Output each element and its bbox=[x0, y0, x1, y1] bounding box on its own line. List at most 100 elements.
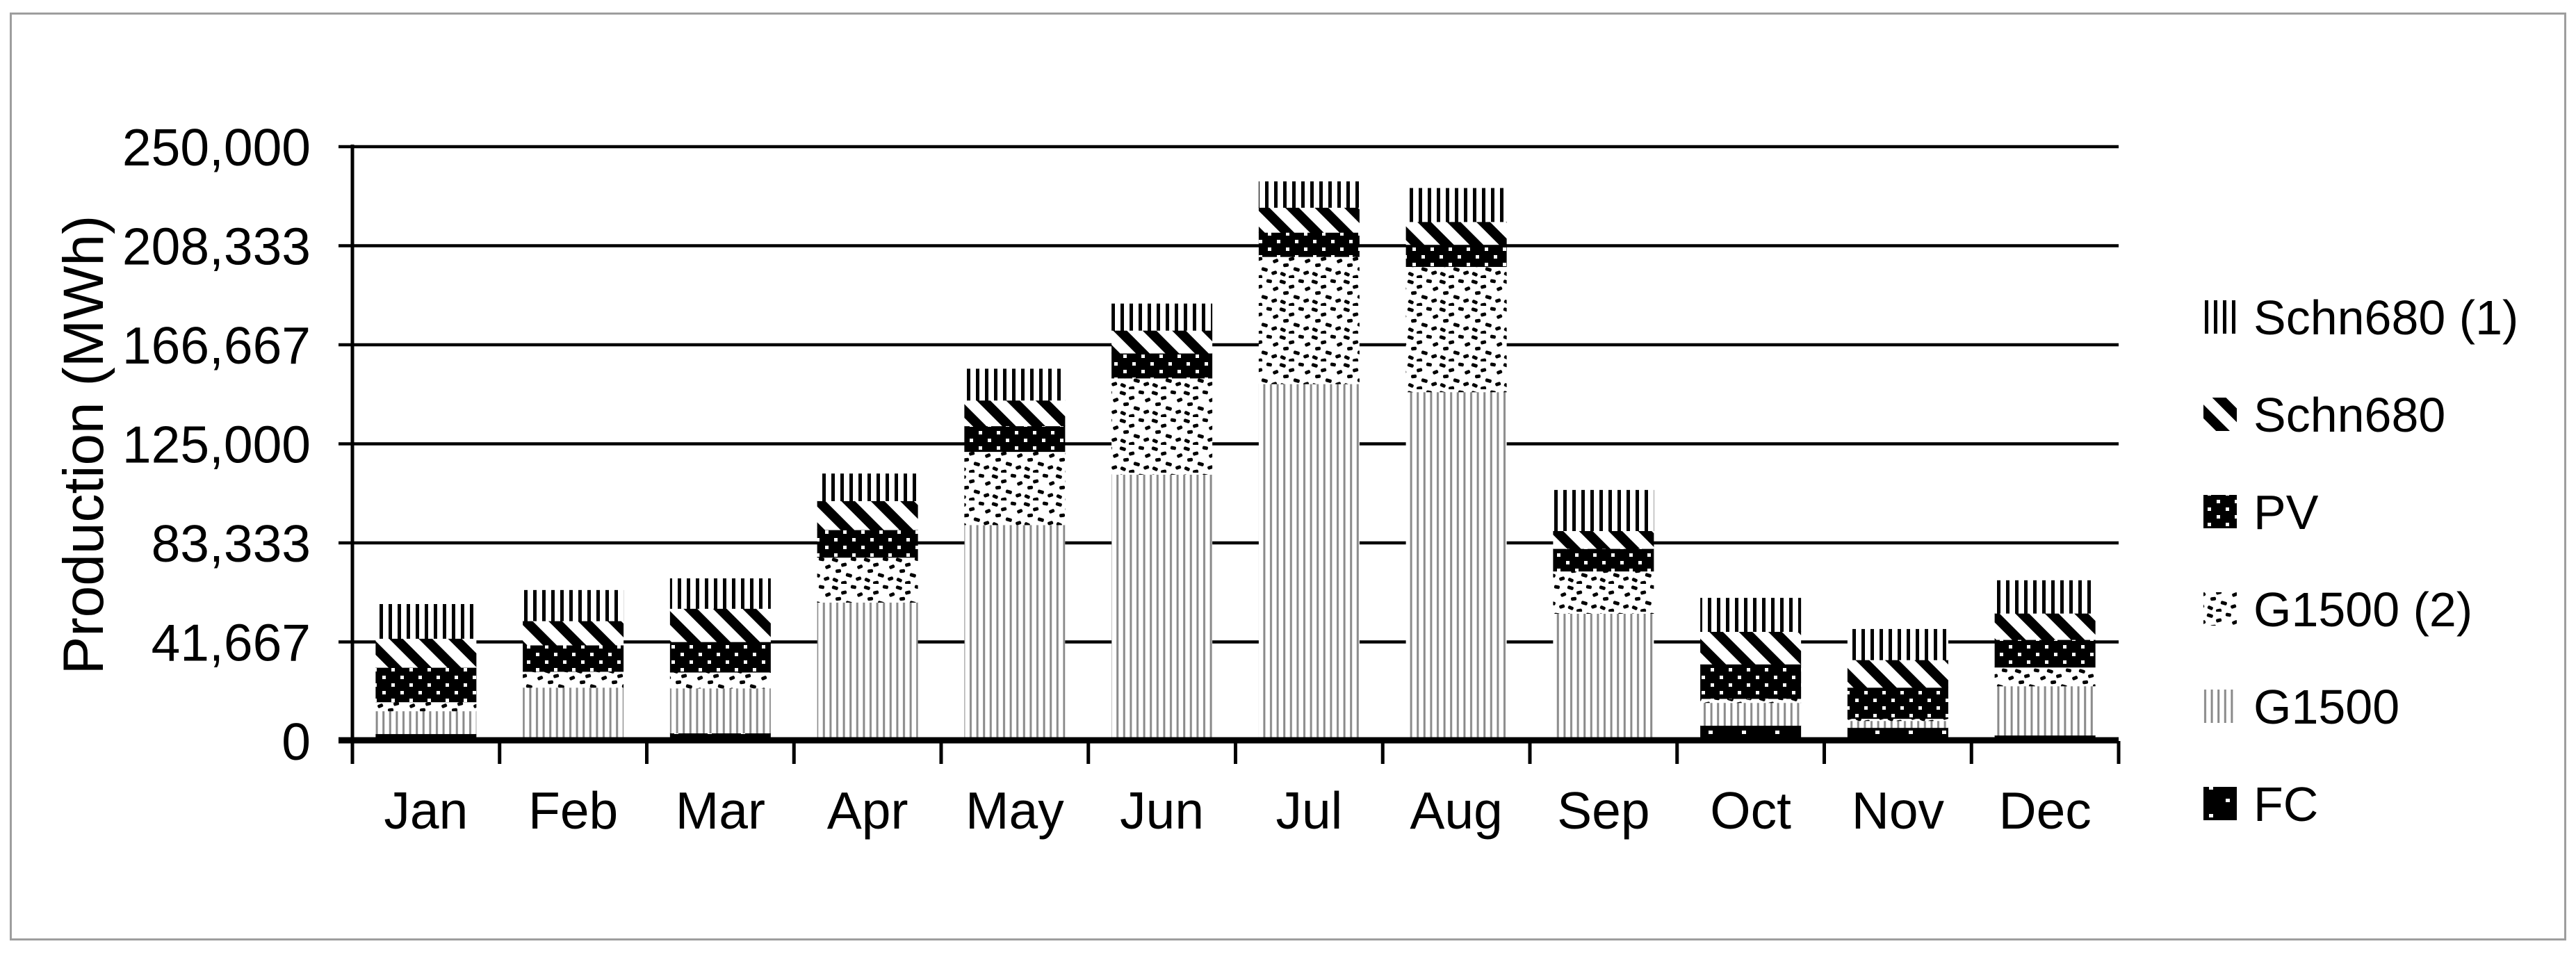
bar-segment-g1500-2--nov bbox=[1847, 718, 1948, 722]
bar-segment-schn680-apr bbox=[817, 500, 918, 530]
bar-segment-g1500-jan bbox=[375, 710, 477, 735]
bar-segment-schn680-1--aug bbox=[1405, 188, 1507, 222]
bar-segment-schn680-jun bbox=[1111, 329, 1213, 354]
bar-segment-g1500-2--sep bbox=[1553, 571, 1654, 614]
bar-segment-schn680-1--feb bbox=[523, 589, 624, 621]
bar-segment-schn680-1--apr bbox=[817, 473, 918, 501]
legend-swatch-pv bbox=[2203, 495, 2237, 528]
y-tick-labels: 0 41,667 83,333 125,000 166,667 208,333 250,00… bbox=[122, 118, 311, 771]
bar-segment-schn680-1--jun bbox=[1111, 303, 1213, 331]
bar-segment-pv-sep bbox=[1553, 548, 1654, 572]
x-tick-label: Nov bbox=[1852, 781, 1945, 840]
axes bbox=[339, 145, 2121, 764]
legend-swatch-g1500-2- bbox=[2203, 592, 2237, 626]
x-tick-label: Jan bbox=[384, 781, 468, 840]
bar-segment-schn680-dec bbox=[1994, 612, 2096, 640]
bar-segment-schn680-1--sep bbox=[1553, 489, 1654, 531]
legend-swatch-schn680 bbox=[2203, 398, 2237, 431]
bar-segment-pv-jan bbox=[375, 667, 477, 703]
x-tick-label: Sep bbox=[1557, 781, 1649, 840]
bar-segment-g1500-2--mar bbox=[669, 671, 771, 689]
bar-segment-g1500-sep bbox=[1553, 613, 1654, 742]
bar-segment-schn680-aug bbox=[1405, 221, 1507, 245]
bar-segment-schn680-feb bbox=[523, 620, 624, 646]
bar-segment-g1500-2--aug bbox=[1405, 266, 1507, 393]
x-tick-label: Feb bbox=[528, 781, 618, 840]
bar-segment-schn680-1--dec bbox=[1994, 580, 2096, 614]
x-tick-label: Dec bbox=[1998, 781, 2091, 840]
y-tick-label: 41,667 bbox=[152, 613, 311, 671]
bar-segment-pv-jun bbox=[1111, 352, 1213, 379]
y-tick-label: 208,333 bbox=[122, 218, 311, 276]
bar-segment-g1500-apr bbox=[817, 601, 918, 742]
x-tick-label: Aug bbox=[1410, 781, 1502, 840]
y-tick-label: 0 bbox=[282, 712, 311, 771]
bar-segment-pv-aug bbox=[1405, 244, 1507, 268]
y-axis-title-text: Production (MWh) bbox=[52, 215, 115, 675]
bar-segment-g1500-2--jul bbox=[1258, 256, 1360, 384]
legend-label-pv: PV bbox=[2253, 485, 2319, 539]
x-tick-label: Apr bbox=[827, 781, 908, 840]
bar-segment-g1500-dec bbox=[1994, 685, 2096, 736]
bar-segment-schn680-1--jan bbox=[375, 604, 477, 639]
bar-segment-g1500-2--dec bbox=[1994, 667, 2096, 687]
bar-segment-g1500-2--jan bbox=[375, 701, 477, 712]
y-axis-title: Production (MWh) bbox=[52, 215, 115, 675]
x-tick-labels: Jan Feb Mar Apr May Jun Jul Aug Sep Oct Nov Dec bbox=[384, 781, 2091, 840]
x-tick-label: Jun bbox=[1120, 781, 1204, 840]
legend-label-schn680: Schn680 bbox=[2253, 388, 2445, 442]
bar-segment-g1500-aug bbox=[1405, 391, 1507, 742]
bar-segment-g1500-jul bbox=[1258, 383, 1360, 742]
legend-label-g1500: G1500 bbox=[2253, 680, 2399, 734]
legend-label-fc: FC bbox=[2253, 777, 2318, 831]
x-tick-label: Oct bbox=[1710, 781, 1791, 840]
bar-segment-g1500-2--apr bbox=[817, 557, 918, 603]
y-tick-label: 125,000 bbox=[122, 416, 311, 474]
legend-swatch-g1500 bbox=[2203, 690, 2237, 723]
bar-segment-schn680-jan bbox=[375, 637, 477, 668]
bar-segment-g1500-mar bbox=[669, 687, 771, 734]
bar-segment-g1500-nov bbox=[1847, 720, 1948, 728]
bar-segment-g1500-2--oct bbox=[1700, 698, 1802, 703]
legend-swatch-fc bbox=[2203, 787, 2237, 820]
x-tick-label: Jul bbox=[1275, 781, 1342, 840]
bar-segment-schn680-1--jul bbox=[1258, 181, 1360, 208]
bar-segment-schn680-1--nov bbox=[1847, 628, 1948, 660]
bar-segment-schn680-nov bbox=[1847, 659, 1948, 688]
bar-segment-schn680-1--may bbox=[964, 368, 1066, 401]
y-tick-label: 83,333 bbox=[152, 514, 311, 573]
bar-segment-g1500-2--feb bbox=[523, 671, 624, 688]
bar-segment-schn680-may bbox=[964, 400, 1066, 427]
y-tick-label: 166,667 bbox=[122, 316, 311, 375]
bar-segment-g1500-may bbox=[964, 524, 1066, 742]
bar-segment-pv-dec bbox=[1994, 639, 2096, 668]
bar-segment-pv-jul bbox=[1258, 231, 1360, 257]
bar-segment-pv-oct bbox=[1700, 663, 1802, 699]
bar-segment-schn680-oct bbox=[1700, 630, 1802, 665]
bar-segment-g1500-oct bbox=[1700, 702, 1802, 726]
bar-segment-pv-mar bbox=[669, 641, 771, 673]
bar-segment-g1500-2--may bbox=[964, 451, 1066, 526]
bar-segment-pv-may bbox=[964, 425, 1066, 453]
bar-segment-schn680-1--oct bbox=[1700, 598, 1802, 632]
legend-label-schn680-1-: Schn680 (1) bbox=[2253, 291, 2518, 345]
bar-segment-schn680-jul bbox=[1258, 206, 1360, 233]
bar-segment-pv-feb bbox=[523, 644, 624, 672]
bar-segment-pv-apr bbox=[817, 529, 918, 558]
y-tick-label: 250,000 bbox=[122, 118, 311, 177]
bar-segment-schn680-mar bbox=[669, 608, 771, 642]
bars bbox=[375, 181, 2096, 742]
x-tick-label: May bbox=[965, 781, 1064, 840]
bar-segment-g1500-2--jun bbox=[1111, 377, 1213, 475]
legend-label-g1500-2-: G1500 (2) bbox=[2253, 583, 2472, 637]
bar-segment-schn680-1--mar bbox=[669, 578, 771, 609]
bar-segment-g1500-feb bbox=[523, 687, 624, 742]
legend: Schn680 (1) Schn680 PV G1500 (2) G1500 FC bbox=[2203, 291, 2518, 831]
x-tick-label: Mar bbox=[676, 781, 765, 840]
bar-segment-g1500-jun bbox=[1111, 473, 1213, 742]
bar-segment-schn680-sep bbox=[1553, 530, 1654, 549]
legend-swatch-schn680-1- bbox=[2203, 300, 2237, 334]
bar-segment-pv-nov bbox=[1847, 687, 1948, 719]
